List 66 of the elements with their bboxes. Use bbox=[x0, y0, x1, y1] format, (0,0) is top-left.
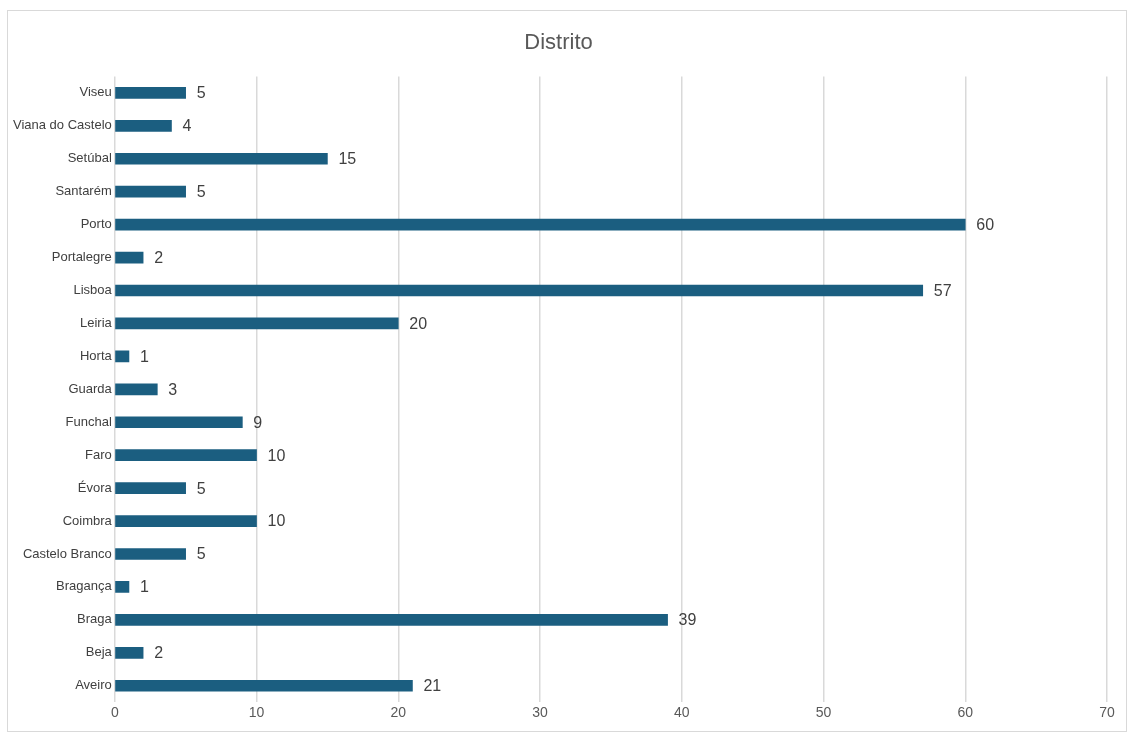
y-tick-label: Setúbal bbox=[67, 150, 112, 166]
y-tick-label: Horta bbox=[79, 347, 113, 363]
data-label: 5 bbox=[196, 545, 206, 563]
data-label: 5 bbox=[196, 479, 206, 497]
x-tick-label: 10 bbox=[248, 704, 265, 721]
bar bbox=[115, 119, 172, 132]
y-tick-label: Portalegre bbox=[51, 249, 112, 265]
bar bbox=[115, 482, 186, 494]
y-tick-label: Lisboa bbox=[73, 282, 113, 298]
bar bbox=[115, 679, 413, 692]
y-tick-label: Viseu bbox=[79, 84, 112, 100]
x-tick-label: 20 bbox=[390, 704, 407, 721]
data-label: 4 bbox=[182, 117, 192, 135]
chart-title: Distrito bbox=[524, 29, 593, 55]
y-tick-label: Leiria bbox=[79, 315, 113, 330]
x-tick-label: 50 bbox=[815, 704, 832, 721]
bar bbox=[115, 350, 130, 363]
y-tick-label: Beja bbox=[85, 644, 113, 660]
y-tick-label: Guarda bbox=[68, 380, 113, 396]
bar bbox=[115, 87, 186, 99]
data-label: 5 bbox=[196, 84, 206, 102]
bar bbox=[115, 218, 966, 231]
data-label: 57 bbox=[933, 281, 952, 299]
x-tick-label: 60 bbox=[957, 704, 974, 721]
y-tick-label: Funchal bbox=[65, 413, 112, 429]
data-label: 3 bbox=[168, 380, 178, 398]
bar bbox=[115, 515, 257, 527]
data-label: 20 bbox=[409, 314, 428, 332]
bar bbox=[115, 614, 668, 626]
y-tick-label: Bragança bbox=[56, 578, 113, 594]
x-tick-label: 40 bbox=[673, 704, 690, 721]
bar bbox=[115, 548, 186, 560]
y-tick-label: Santarém bbox=[55, 183, 112, 199]
data-label: 21 bbox=[423, 677, 442, 695]
y-tick-label: Aveiro bbox=[75, 677, 112, 693]
data-label: 1 bbox=[139, 347, 149, 365]
data-label: 39 bbox=[678, 611, 697, 629]
bar bbox=[115, 416, 243, 429]
data-label: 1 bbox=[139, 578, 149, 596]
y-tick-label: Faro bbox=[85, 446, 112, 462]
bar bbox=[115, 284, 924, 297]
y-tick-label: Viana do Castelo bbox=[12, 117, 112, 133]
data-label: 9 bbox=[253, 413, 263, 431]
x-tick-label: 0 bbox=[110, 704, 119, 721]
bar bbox=[115, 317, 399, 330]
data-label: 10 bbox=[267, 512, 286, 530]
data-label: 2 bbox=[154, 248, 164, 266]
data-label: 60 bbox=[976, 216, 995, 234]
bar bbox=[115, 581, 130, 593]
data-label: 5 bbox=[196, 183, 206, 201]
y-tick-label: Évora bbox=[77, 479, 113, 495]
x-tick-label: 70 bbox=[1099, 704, 1115, 721]
y-tick-label: Coimbra bbox=[62, 512, 113, 528]
bar bbox=[115, 646, 144, 659]
bar bbox=[115, 185, 186, 198]
data-label: 15 bbox=[338, 150, 357, 168]
x-tick-label: 30 bbox=[532, 704, 549, 721]
y-tick-label: Braga bbox=[77, 611, 113, 627]
bar bbox=[115, 383, 158, 396]
data-label: 2 bbox=[154, 644, 164, 662]
bar bbox=[115, 251, 144, 264]
bar bbox=[115, 449, 257, 461]
y-tick-label: Castelo Branco bbox=[22, 545, 112, 561]
y-tick-label: Porto bbox=[80, 216, 112, 232]
data-label: 10 bbox=[267, 446, 286, 464]
bar bbox=[115, 152, 328, 165]
